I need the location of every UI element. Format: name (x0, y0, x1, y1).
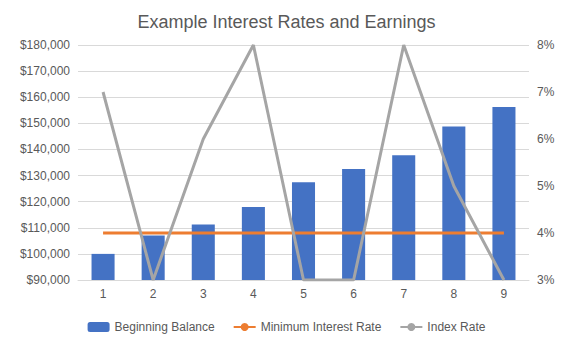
svg-text:$150,000: $150,000 (20, 116, 70, 130)
svg-text:1: 1 (100, 287, 107, 301)
svg-text:$180,000: $180,000 (20, 38, 70, 52)
svg-text:$160,000: $160,000 (20, 90, 70, 104)
svg-text:Example Interest Rates and Ear: Example Interest Rates and Earnings (137, 12, 435, 32)
svg-text:8%: 8% (537, 38, 555, 52)
svg-text:$130,000: $130,000 (20, 169, 70, 183)
svg-text:$120,000: $120,000 (20, 195, 70, 209)
svg-text:5: 5 (300, 287, 307, 301)
svg-text:4%: 4% (537, 226, 555, 240)
svg-text:3: 3 (200, 287, 207, 301)
svg-text:$90,000: $90,000 (27, 273, 71, 287)
svg-text:2: 2 (150, 287, 157, 301)
svg-text:9: 9 (501, 287, 508, 301)
svg-text:7: 7 (400, 287, 407, 301)
svg-text:Index Rate: Index Rate (427, 320, 485, 334)
svg-text:4: 4 (250, 287, 257, 301)
svg-text:8: 8 (450, 287, 457, 301)
svg-text:7%: 7% (537, 85, 555, 99)
svg-text:$140,000: $140,000 (20, 142, 70, 156)
svg-text:5%: 5% (537, 179, 555, 193)
svg-text:Minimum Interest Rate: Minimum Interest Rate (261, 320, 382, 334)
svg-text:$110,000: $110,000 (21, 221, 70, 235)
svg-text:6: 6 (350, 287, 357, 301)
svg-text:$170,000: $170,000 (20, 64, 70, 78)
svg-text:Beginning Balance: Beginning Balance (115, 320, 215, 334)
svg-text:$100,000: $100,000 (20, 247, 70, 261)
svg-text:3%: 3% (537, 273, 555, 287)
svg-text:6%: 6% (537, 132, 555, 146)
